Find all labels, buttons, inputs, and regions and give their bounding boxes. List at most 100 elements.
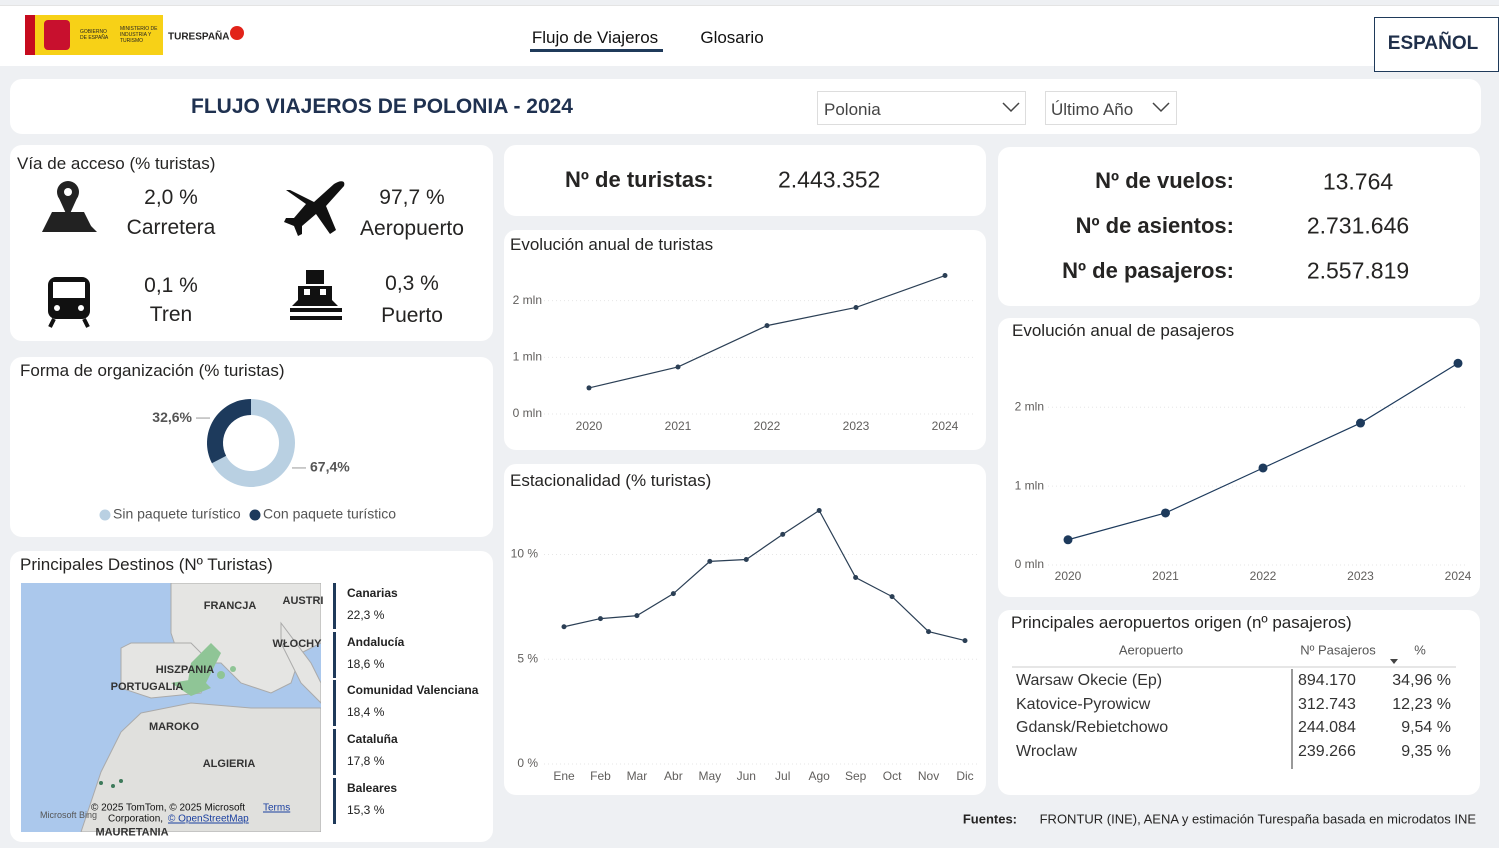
y-tick-label: 2 mln (1015, 399, 1044, 413)
chart-card (504, 464, 986, 795)
destination-value: 15,3 % (347, 802, 385, 817)
map-label: PORTUGALIA (110, 681, 184, 693)
filter-dropdown[interactable] (817, 91, 1026, 125)
x-tick-label: Ene (553, 769, 575, 783)
page-title: FLUJO VIAJEROS DE POLONIA - 2024 (191, 95, 573, 118)
chart-card (504, 230, 986, 450)
footer-text: FRONTUR (INE), AENA y estimación Turespa… (1039, 811, 1476, 827)
donut-slice (211, 399, 296, 487)
map-label: MAURETANIA (95, 826, 169, 839)
x-tick-label: 2021 (1152, 569, 1179, 583)
x-tick-label: 2022 (754, 419, 781, 433)
map-attribution: Corporation, (108, 813, 164, 825)
access-value: 0,1 % (144, 274, 198, 297)
filter-value[interactable]: Último Año (1051, 100, 1134, 119)
destination-name: Cataluña (347, 732, 398, 747)
access-label: Puerto (381, 304, 443, 327)
point (1453, 358, 1463, 368)
logo-ministry: MINISTERIO DE INDUSTRIA Y TURISMO (120, 26, 158, 44)
footer-label: Fuentes: (962, 811, 1017, 827)
y-tick-label: 0 mln (1015, 557, 1044, 571)
line (1067, 362, 1459, 541)
access-value: 97,7 % (379, 186, 445, 209)
point (926, 629, 932, 635)
map-label: FRANCJA (203, 600, 257, 612)
map-terms[interactable]: Terms (263, 802, 291, 814)
header (0, 5, 1499, 66)
y-tick-label: 0 % (517, 756, 538, 770)
cell: 894.170 (1298, 672, 1356, 689)
point (780, 531, 786, 537)
line-chart: 0 % 5 % 10 % Ene Feb Mar Abr May Jun Jul Ago Sep Oct… (511, 507, 979, 783)
cell: 312.743 (1298, 695, 1356, 713)
kpi-label: Nº de pasajeros: (1062, 258, 1234, 283)
cell: 239.266 (1298, 743, 1356, 761)
logo-gov: GOBIERNO DE ESPAÑA (80, 29, 109, 41)
destination-name: Canarias (347, 586, 398, 600)
kpi-label: Nº de turistas: (565, 167, 714, 192)
point (670, 591, 676, 597)
filter-value[interactable]: Polonia (824, 100, 881, 119)
airports-card (998, 610, 1480, 795)
logo-brand: TURESPAÑA (168, 31, 230, 43)
point (675, 364, 681, 370)
title-card (10, 79, 1481, 134)
destination-value: 18,6 % (347, 656, 385, 671)
x-tick-label: Oct (883, 769, 902, 783)
x-tick-label: 2023 (843, 419, 870, 433)
kpi-value: 2.557.819 (1306, 257, 1410, 284)
nav-tab[interactable]: Flujo de Viajeros (531, 28, 659, 47)
destination-bar (333, 729, 336, 776)
access-label: Carretera (126, 216, 216, 239)
x-tick-label: Ago (809, 769, 831, 783)
kpi-label: Nº de vuelos: (1095, 168, 1234, 193)
nav-tab[interactable]: Glosario (700, 28, 764, 47)
map-label: AUSTRI (282, 595, 324, 607)
cell: Gdansk/Rebietchowo (1016, 719, 1169, 737)
language-button[interactable] (1374, 17, 1499, 72)
legend-label: Con paquete turístico (263, 506, 396, 522)
x-tick-label: Jul (775, 769, 790, 783)
column-header[interactable]: Nº Pasajeros (1300, 642, 1376, 658)
destination-name: Andalucía (347, 634, 405, 649)
data-label: 32,6% (152, 409, 192, 425)
point (707, 558, 713, 564)
map-label: MAROKO (148, 721, 200, 733)
y-tick-label: 10 % (511, 547, 539, 561)
point (1161, 508, 1170, 518)
point (597, 616, 603, 622)
donut-chart: 67,4% 32,6% Sin paquete turístico Con paque… (99, 399, 396, 522)
card-title: Evolución anual de pasajeros (1012, 321, 1235, 340)
brand-sun (230, 26, 244, 40)
cell: Katovice-Pyrowicw (1016, 695, 1151, 713)
destination-value: 17,8 % (347, 754, 385, 769)
kpi-card (504, 145, 986, 216)
point (1063, 535, 1073, 545)
access-value: 0,3 % (385, 272, 439, 295)
x-tick-label: 2024 (932, 419, 959, 433)
cell: Wroclaw (1016, 743, 1078, 761)
line (563, 509, 966, 642)
filter-dropdown[interactable] (1045, 91, 1177, 125)
x-tick-label: Sep (845, 769, 867, 783)
column-header[interactable]: Aeropuerto (1118, 642, 1184, 658)
x-tick-label: Nov (918, 769, 939, 783)
card-title: Estacionalidad (% turistas) (510, 471, 712, 490)
x-tick-label: Feb (590, 769, 611, 783)
map-osm[interactable]: © OpenStreetMap (168, 813, 249, 825)
map-label: WŁOCHY (272, 638, 322, 650)
x-tick-label: 2023 (1347, 569, 1374, 583)
destination-bar (333, 631, 336, 678)
access-icons (42, 181, 345, 328)
point (962, 638, 968, 644)
legend-swatch (99, 509, 111, 521)
card-title: Principales Destinos (Nº Turistas) (20, 555, 273, 574)
point (1258, 463, 1268, 473)
column-header[interactable]: % (1414, 642, 1426, 658)
kpi-value: 2.443.352 (778, 166, 881, 193)
language-label[interactable]: ESPAÑOL (1387, 33, 1479, 54)
x-tick-label: 2021 (665, 419, 692, 433)
x-tick-label: Jun (737, 769, 756, 783)
cell: 12,23 % (1392, 695, 1451, 713)
dropdown-arrows (1002, 102, 1170, 113)
